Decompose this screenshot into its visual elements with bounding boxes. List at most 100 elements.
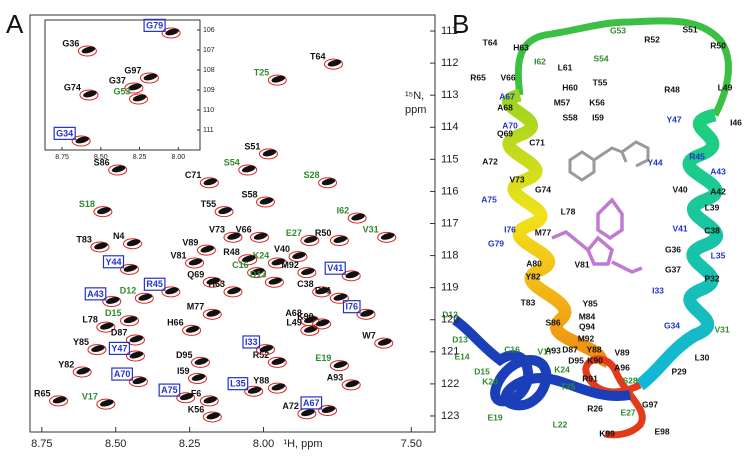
peak-label: R48 (223, 247, 240, 257)
peak-contour (139, 72, 159, 84)
residue-label: Y47 (666, 114, 681, 124)
label-box (143, 18, 166, 32)
peak-label: Y85 (73, 337, 89, 347)
peak-label: C38 (297, 279, 314, 289)
x-tick-label: 8.25 (133, 154, 147, 161)
residue-label: D95 (568, 355, 584, 365)
peak-contour (341, 270, 361, 282)
residue-label: H63 (513, 42, 529, 52)
peak-contour (312, 318, 332, 330)
peak (268, 277, 283, 285)
peak-contour (120, 315, 140, 327)
residue-label: Y44 (647, 157, 662, 167)
peak-contour (341, 379, 361, 391)
label-box (158, 383, 181, 397)
panel-label: B (452, 9, 469, 39)
residue-label: V41 (672, 223, 687, 233)
peak-contour (244, 385, 264, 397)
peak (271, 75, 286, 83)
peak (292, 252, 306, 259)
peak-contour (238, 164, 258, 176)
residue-label: G79 (488, 238, 504, 248)
peak-label: H66 (167, 318, 184, 328)
peak-contour (102, 295, 122, 307)
x-tick-label: 8.50 (94, 154, 108, 161)
y-tick-label: 107 (203, 47, 215, 54)
peak-label: V89 (182, 238, 198, 248)
peak-label: G79 (146, 20, 163, 30)
residue-label: D12 (442, 309, 458, 319)
peak-label: V40 (274, 244, 290, 254)
peak (100, 322, 114, 330)
peak-label: S58 (241, 189, 257, 199)
residue-label: K20 (482, 376, 498, 386)
peak-label: S51 (244, 141, 260, 151)
ligand (568, 140, 650, 182)
residue-label: V40 (672, 184, 687, 194)
peak (327, 59, 342, 67)
peak-label: M92 (281, 260, 299, 270)
y-tick-label: 114 (441, 121, 459, 133)
peak (143, 73, 158, 81)
peak-contour (267, 356, 287, 368)
peak (304, 325, 318, 333)
peak-label: V17 (82, 392, 98, 402)
y-tick-label: 122 (441, 378, 459, 390)
peak-label: L78 (82, 315, 98, 325)
residue-label: I62 (534, 56, 546, 66)
peak-label: I62 (337, 205, 350, 215)
peak-label: D95 (176, 350, 193, 360)
peak-contour (223, 286, 243, 298)
peak (91, 345, 105, 353)
peak-label: V41 (327, 263, 343, 273)
residue-label: I33 (652, 285, 664, 295)
peak (304, 236, 318, 243)
residue-label: Q69 (497, 128, 513, 138)
peak (203, 178, 218, 186)
peak-contour (250, 231, 270, 243)
peak (81, 46, 96, 54)
peak-label: G34 (56, 128, 73, 138)
residue-label: V73 (509, 174, 524, 184)
peak (218, 207, 232, 215)
peak-label: G53 (114, 86, 131, 96)
peak-label: A68 (285, 308, 302, 318)
peak (126, 239, 141, 247)
peak-label: N4 (113, 231, 125, 241)
y-tick-label: 121 (441, 346, 459, 358)
x-tick-label: 7.50 (401, 438, 422, 450)
residue-label: V66 (500, 72, 515, 82)
peak-contour (124, 82, 144, 94)
residue-label: K99 (599, 428, 615, 438)
peak (128, 83, 142, 91)
peak-label: D13 (250, 270, 267, 280)
peak-label: A75 (161, 385, 178, 395)
peak-label: V81 (171, 250, 187, 260)
peak (206, 277, 221, 285)
residue-label: C38 (704, 225, 720, 235)
peak (333, 236, 348, 243)
residue-label: A93 (545, 345, 561, 355)
residue-label: L35 (711, 250, 726, 260)
protein-structure: T64 H63 G53 S51 R52 R50 I62 S54 R65 V66 L61 L49 T55 R… (442, 17, 742, 439)
label-box (84, 287, 107, 301)
helix-ribbon (635, 108, 723, 391)
peak-label: T55 (201, 199, 217, 209)
peak-contour (161, 27, 181, 39)
peak-label: E19 (315, 353, 331, 363)
peak-label: E27 (286, 228, 302, 238)
peak-contour (176, 392, 196, 404)
peak (200, 245, 215, 253)
residue-label: L22 (553, 419, 568, 429)
peak-contour (247, 267, 267, 279)
peak-label: F6 (191, 388, 202, 398)
label-box (111, 367, 133, 381)
peak-contour (238, 254, 258, 266)
peak-label: R52 (253, 350, 270, 360)
peak-contour (87, 344, 107, 356)
peak-contour (196, 244, 216, 256)
peak (76, 367, 91, 375)
peak-label: D87 (111, 327, 128, 337)
residue-label: V89 (614, 347, 629, 357)
peak-label: S28 (304, 170, 320, 180)
